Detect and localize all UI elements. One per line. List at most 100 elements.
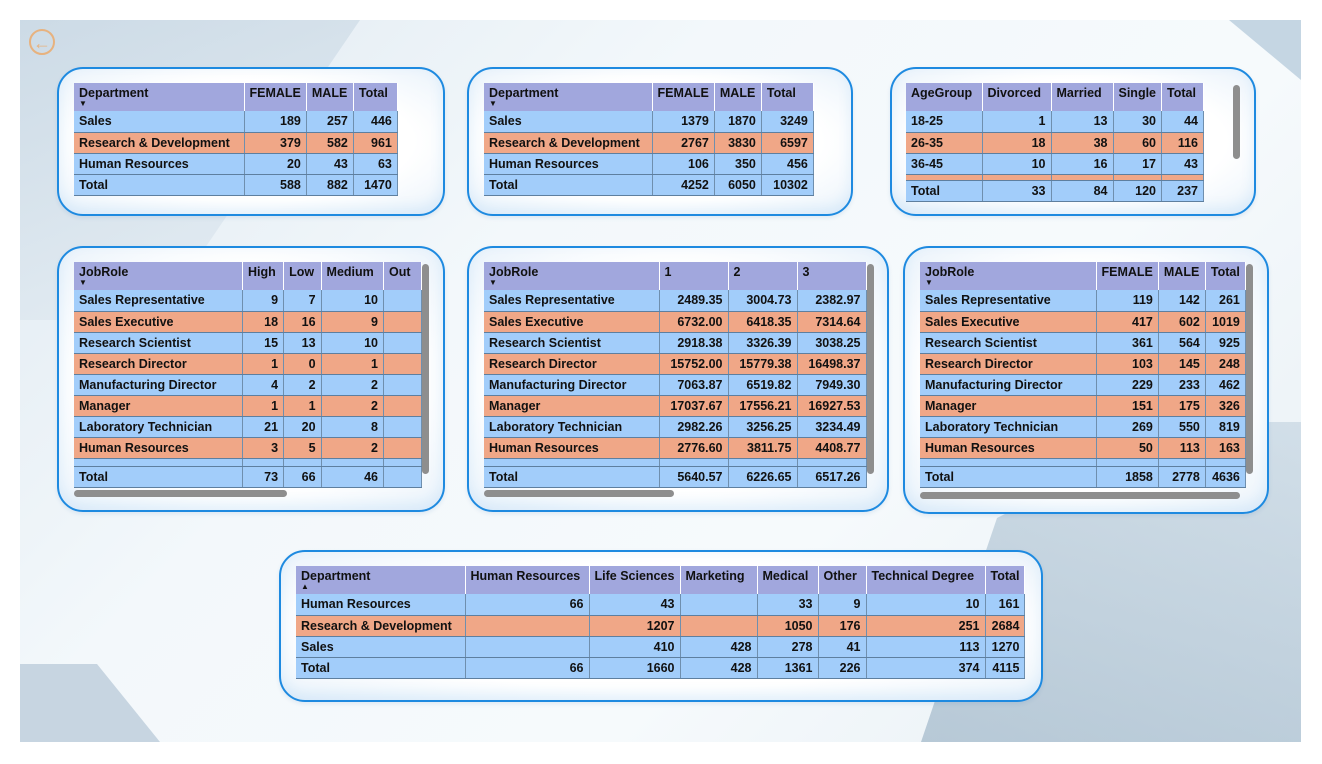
cell-value: 6418.35 xyxy=(728,311,798,333)
horizontal-scrollbar[interactable] xyxy=(484,490,674,497)
cell-value: 15 xyxy=(242,332,285,354)
column-header[interactable]: Department ▼ xyxy=(484,83,653,111)
column-header[interactable]: Divorced xyxy=(982,83,1052,111)
column-header[interactable]: 3 xyxy=(797,262,867,290)
column-header[interactable]: Total xyxy=(1205,262,1246,290)
cell-value xyxy=(383,353,422,375)
row-label: Laboratory Technician xyxy=(484,416,660,438)
row-label: Human Resources xyxy=(484,437,660,459)
back-arrow-icon[interactable]: ← xyxy=(29,29,55,55)
vertical-scrollbar[interactable] xyxy=(867,264,874,474)
vertical-scrollbar[interactable] xyxy=(1246,264,1253,474)
table-row: Research & Development 2767 3830 6597 xyxy=(484,132,814,154)
column-header[interactable]: FEMALE xyxy=(244,83,307,111)
column-header[interactable]: Life Sciences xyxy=(589,566,681,594)
cell-value: 6597 xyxy=(761,132,814,154)
column-header[interactable]: Medium xyxy=(321,262,384,290)
column-header[interactable]: Human Resources xyxy=(465,566,590,594)
cell-value xyxy=(383,374,422,396)
column-header[interactable]: Department ▼ xyxy=(74,83,245,111)
column-header[interactable]: FEMALE xyxy=(652,83,715,111)
cell-value: 361 xyxy=(1096,332,1159,354)
column-header[interactable]: JobRole ▼ xyxy=(74,262,243,290)
table-row: Sales Representative 119 142 261 xyxy=(920,290,1246,312)
sort-desc-icon[interactable]: ▼ xyxy=(79,99,87,108)
cell-value: 229 xyxy=(1096,374,1159,396)
cell-value: 1270 xyxy=(985,636,1026,658)
column-header[interactable]: Other xyxy=(818,566,867,594)
row-label: 36-45 xyxy=(906,153,983,175)
horizontal-scrollbar[interactable] xyxy=(74,490,287,497)
row-label: Research Scientist xyxy=(74,332,243,354)
column-header[interactable]: Married xyxy=(1051,83,1114,111)
cell-value: 5 xyxy=(283,437,322,459)
column-header[interactable]: High xyxy=(242,262,285,290)
matrix-department-by-education[interactable]: Department ▲ Human Resources Life Science… xyxy=(296,566,1030,680)
row-label: Human Resources xyxy=(296,594,466,616)
horizontal-scrollbar[interactable] xyxy=(920,492,1240,499)
column-header[interactable]: MALE xyxy=(714,83,762,111)
column-header[interactable]: Marketing xyxy=(680,566,758,594)
matrix-jobrole-by-level[interactable]: JobRole ▼ High Low Medium Out Sales Repre… xyxy=(74,262,422,490)
column-header[interactable]: MALE xyxy=(306,83,354,111)
column-header[interactable]: Out xyxy=(383,262,422,290)
row-label: Research Director xyxy=(484,353,660,375)
cell-value: 4252 xyxy=(652,173,715,196)
sort-desc-icon[interactable]: ▼ xyxy=(489,278,497,287)
cell-value: 1 xyxy=(242,353,285,375)
cell-value: 116 xyxy=(1161,132,1205,154)
table-row: Research Director 15752.00 15779.38 16498.3… xyxy=(484,353,867,375)
cell-value: 961 xyxy=(353,132,398,154)
cell-value: 2918.38 xyxy=(659,332,729,354)
row-label: Total xyxy=(484,465,660,488)
sort-asc-icon[interactable]: ▲ xyxy=(301,582,309,591)
sort-desc-icon[interactable]: ▼ xyxy=(489,99,497,108)
column-header[interactable]: Single xyxy=(1113,83,1163,111)
cell-value: 326 xyxy=(1205,395,1246,417)
matrix-jobrole-income[interactable]: JobRole ▼ 1 2 3 Sales Representative 2489.… xyxy=(484,262,868,490)
cell-value: 10 xyxy=(321,290,384,312)
column-header[interactable]: Total xyxy=(353,83,398,111)
vertical-scrollbar[interactable] xyxy=(422,264,429,474)
matrix-sum-by-department[interactable]: Department ▼ FEMALE MALE Total Sales 1379… xyxy=(484,83,814,197)
panel-sum-by-department: Department ▼ FEMALE MALE Total Sales 1379… xyxy=(467,67,853,216)
column-header[interactable]: 2 xyxy=(728,262,798,290)
column-header[interactable]: Technical Degree xyxy=(866,566,986,594)
cell-value: 257 xyxy=(306,111,354,133)
column-header[interactable]: AgeGroup xyxy=(906,83,983,111)
row-label: Total xyxy=(484,173,653,196)
row-label: Manufacturing Director xyxy=(484,374,660,396)
cell-value xyxy=(383,332,422,354)
column-header[interactable]: Medical xyxy=(757,566,819,594)
matrix-jobrole-by-gender[interactable]: JobRole ▼ FEMALE MALE Total Sales Represe… xyxy=(920,262,1246,494)
table-row: Manager 151 175 326 xyxy=(920,395,1246,417)
matrix-gender-by-department[interactable]: Department ▼ FEMALE MALE Total Sales 189 … xyxy=(74,83,398,197)
cell-value: 1207 xyxy=(589,615,681,637)
sort-desc-icon[interactable]: ▼ xyxy=(79,278,87,287)
cell-value: 119 xyxy=(1096,290,1159,312)
column-header[interactable]: JobRole ▼ xyxy=(484,262,660,290)
column-header[interactable]: Total xyxy=(985,566,1026,594)
row-label: Total xyxy=(74,173,245,196)
cell-value: 6226.65 xyxy=(728,465,798,488)
cell-value: 10 xyxy=(321,332,384,354)
column-header[interactable]: Total xyxy=(761,83,814,111)
table: JobRole ▼ 1 2 3 Sales Representative 2489.… xyxy=(484,262,867,488)
column-header[interactable]: JobRole ▼ xyxy=(920,262,1097,290)
vertical-scrollbar[interactable] xyxy=(1233,85,1240,159)
sort-desc-icon[interactable]: ▼ xyxy=(925,278,933,287)
cell-value: 16 xyxy=(283,311,322,333)
cell-value xyxy=(680,594,758,616)
cell-value: 582 xyxy=(306,132,354,154)
column-header[interactable]: Total xyxy=(1161,83,1205,111)
column-header[interactable]: Low xyxy=(283,262,322,290)
column-header[interactable]: FEMALE xyxy=(1096,262,1159,290)
cell-value: 3004.73 xyxy=(728,290,798,312)
row-label: Total xyxy=(906,179,983,202)
column-header[interactable]: MALE xyxy=(1158,262,1206,290)
row-label: Human Resources xyxy=(74,153,245,175)
cell-value: 113 xyxy=(1158,437,1206,459)
column-header[interactable]: Department ▲ xyxy=(296,566,466,594)
matrix-agegroup-by-marital-status[interactable]: AgeGroup Divorced Married Single Total 1… xyxy=(906,83,1206,203)
column-header[interactable]: 1 xyxy=(659,262,729,290)
